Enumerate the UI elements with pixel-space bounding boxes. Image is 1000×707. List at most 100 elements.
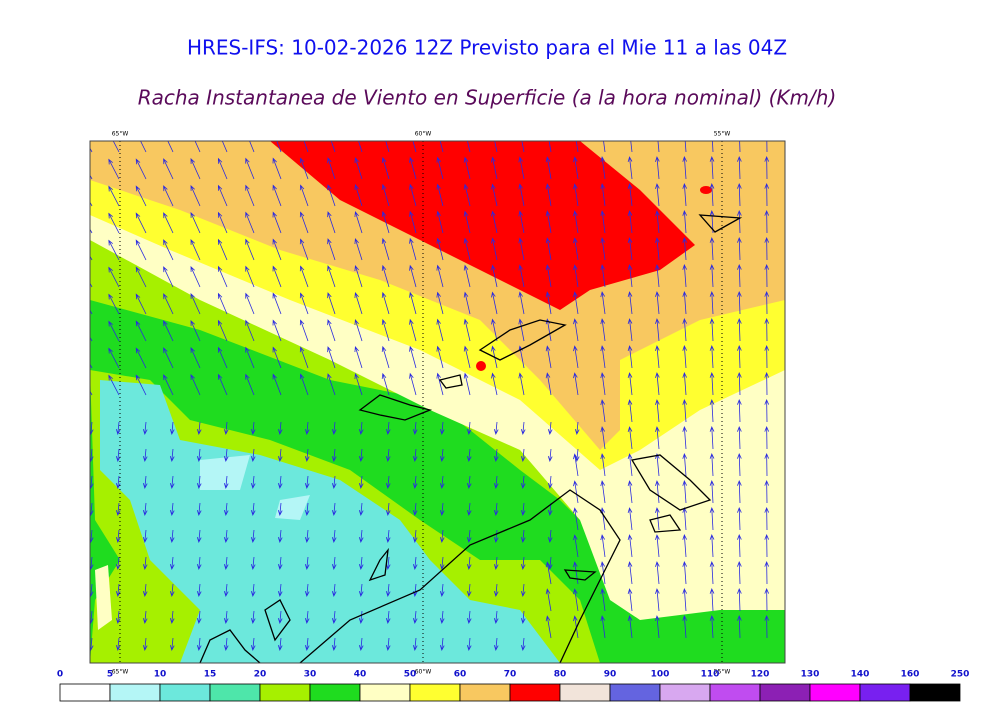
wind-arrow	[545, 264, 552, 288]
wind-arrow	[737, 263, 742, 288]
wind-arrow	[299, 319, 309, 342]
wind-arrow	[245, 292, 255, 315]
wind-arrow	[169, 475, 175, 489]
wind-arrow	[142, 610, 148, 624]
wind-arrow	[737, 560, 742, 585]
wind-arrow	[573, 372, 579, 396]
wind-arrow	[655, 318, 660, 342]
wind-arrow	[115, 610, 121, 624]
wind-arrow	[358, 502, 364, 516]
wind-arrow	[709, 291, 715, 315]
colorbar-swatch	[859, 683, 911, 702]
wind-arrow	[600, 453, 606, 477]
wind-arrow	[520, 502, 526, 516]
wind-arrow	[600, 291, 606, 315]
wind-arrow	[167, 141, 174, 153]
wind-arrow	[682, 372, 688, 396]
wind-arrow	[439, 556, 445, 570]
wind-arrow	[627, 237, 633, 261]
wind-arrow	[277, 529, 283, 543]
wind-arrow	[764, 506, 770, 531]
wind-arrow	[682, 183, 688, 207]
wind-arrow	[463, 291, 471, 315]
wind-arrow	[250, 448, 256, 462]
subtitle: Racha Instantanea de Viento en Superfici…	[138, 86, 837, 110]
wind-arrow	[436, 237, 444, 261]
wind-arrow	[135, 158, 147, 180]
wind-arrow	[627, 561, 633, 585]
wind-arrow	[436, 318, 444, 342]
wind-arrow	[574, 421, 580, 435]
wind-arrow	[764, 344, 770, 369]
wind-arrow	[277, 556, 283, 570]
wind-arrow	[90, 421, 94, 435]
wind-arrow	[142, 637, 148, 651]
wind-arrow	[90, 637, 94, 651]
wind-arrow	[466, 448, 472, 462]
wind-arrow	[358, 583, 364, 597]
wind-arrow	[520, 610, 526, 624]
wind-arrow	[764, 290, 770, 315]
wind-arrow	[194, 141, 201, 153]
wind-arrow	[272, 346, 282, 369]
wind-arrow	[90, 529, 94, 543]
wind-arrow	[115, 421, 121, 435]
wind-arrow	[709, 183, 715, 207]
wind-arrow	[108, 293, 120, 315]
wind-arrow	[466, 475, 472, 489]
wind-arrow	[135, 266, 147, 288]
wind-arrow	[545, 588, 552, 612]
colorbar-tick-label: 140	[851, 670, 870, 680]
wind-arrow	[737, 155, 742, 180]
wind-arrow	[737, 344, 742, 369]
wind-arrow	[627, 534, 633, 558]
wind-arrow	[600, 318, 606, 342]
wind-arrow	[217, 157, 228, 180]
wind-arrow	[518, 372, 525, 396]
wind-arrow	[600, 264, 606, 288]
wind-arrow	[385, 529, 391, 543]
wind-arrow	[354, 373, 363, 396]
wind-arrow	[545, 615, 552, 639]
title: HRES-IFS: 10-02-2026 12Z Previsto para e…	[187, 36, 787, 60]
wind-arrow	[354, 319, 363, 342]
wind-arrow	[299, 346, 309, 369]
wind-arrow	[764, 452, 770, 477]
wind-arrow	[709, 480, 715, 504]
wind-arrow	[327, 346, 336, 369]
wind-arrow	[466, 610, 472, 624]
colorbar-swatch	[109, 683, 161, 702]
colorbar-tick-label: 250	[951, 670, 970, 680]
wind-arrow	[330, 141, 336, 153]
wind-arrow	[547, 448, 553, 462]
wind-arrow	[655, 210, 660, 234]
wind-arrow	[299, 373, 309, 396]
wind-arrow	[135, 320, 147, 342]
lon-label: 65°W	[112, 131, 129, 138]
wind-arrow	[655, 183, 660, 207]
wind-arrow	[600, 237, 606, 261]
wind-arrow	[190, 265, 201, 288]
wind-arrow	[331, 529, 337, 543]
wind-arrow	[196, 448, 202, 462]
wind-arrow	[493, 583, 499, 597]
colorbar-tick-label: 110	[701, 670, 720, 680]
wind-arrow	[331, 475, 337, 489]
wind-arrow	[163, 347, 174, 369]
wind-arrow	[190, 292, 201, 315]
wind-arrow	[115, 583, 121, 597]
wind-arrow	[385, 556, 391, 570]
wind-arrow	[439, 610, 445, 624]
wind-arrow	[299, 157, 309, 180]
wind-arrow	[169, 610, 175, 624]
wind-arrow	[354, 157, 363, 180]
colorbar-tick-label: 40	[354, 670, 367, 680]
wind-arrow	[381, 183, 390, 207]
colorbar-swatch	[709, 683, 761, 702]
wind-arrow	[627, 210, 633, 234]
wind-arrow	[709, 615, 715, 639]
wind-arrow	[250, 529, 256, 543]
wind-arrow	[327, 292, 336, 315]
wind-arrow	[655, 507, 660, 531]
wind-arrow	[331, 448, 337, 462]
